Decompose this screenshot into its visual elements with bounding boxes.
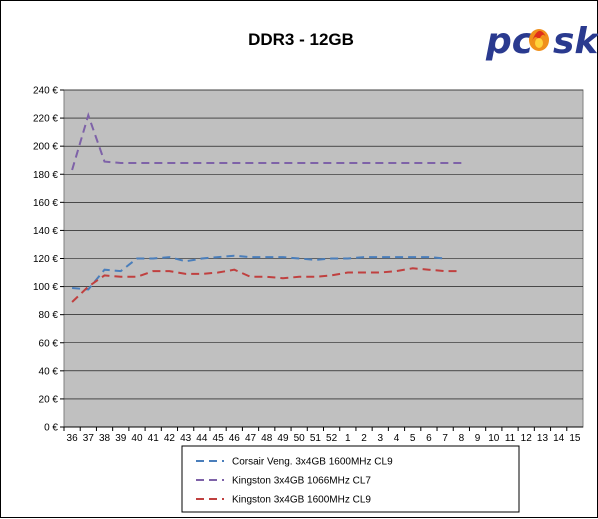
x-tick-label: 3 xyxy=(377,433,383,444)
y-tick-label: 120 € xyxy=(33,254,58,265)
y-tick-label: 80 € xyxy=(39,310,59,321)
x-tick-label: 37 xyxy=(83,433,95,444)
y-tick-label: 40 € xyxy=(39,366,59,377)
x-tick-label: 45 xyxy=(213,433,225,444)
x-tick-label: 40 xyxy=(131,433,143,444)
y-tick-label: 0 € xyxy=(44,423,58,434)
x-tick-label: 1 xyxy=(345,433,351,444)
x-tick-label: 13 xyxy=(537,433,549,444)
x-tick-label: 15 xyxy=(569,433,581,444)
y-tick-label: 140 € xyxy=(33,226,58,237)
x-tick-label: 11 xyxy=(505,433,516,444)
x-tick-label: 7 xyxy=(442,433,448,444)
x-tick-label: 52 xyxy=(326,433,338,444)
x-tick-label: 50 xyxy=(294,433,306,444)
y-tick-label: 180 € xyxy=(33,170,58,181)
x-tick-label: 12 xyxy=(521,433,533,444)
x-tick-label: 14 xyxy=(553,433,565,444)
x-tick-label: 9 xyxy=(475,433,481,444)
series-line-1 xyxy=(72,254,446,291)
x-tick-label: 41 xyxy=(148,433,160,444)
logo-text-pc: pc xyxy=(485,21,533,62)
y-tick-label: 220 € xyxy=(33,114,58,125)
x-tick-label: 44 xyxy=(196,433,208,444)
x-tick-label: 4 xyxy=(394,433,400,444)
y-tick-label: 20 € xyxy=(39,394,59,405)
x-tick-label: 43 xyxy=(180,433,192,444)
x-tick-label: 51 xyxy=(310,433,322,444)
y-tick-label: 100 € xyxy=(33,282,58,293)
x-tick-label: 6 xyxy=(426,433,432,444)
legend-label: Kingston 3x4GB 1600MHz CL9 xyxy=(232,495,371,506)
logo-text-sk: sk xyxy=(553,21,598,62)
series-lines xyxy=(71,112,462,303)
y-tick-label: 200 € xyxy=(33,142,58,153)
x-tick-label: 42 xyxy=(164,433,176,444)
x-axis: 36 37 38 39 40 41 42 43 44 45 46 47 48 49 50 51 52 1 2 3 4 5 6… xyxy=(63,426,583,444)
x-tick-label: 36 xyxy=(67,433,79,444)
x-tick-label: 39 xyxy=(115,433,127,444)
x-tick-label: 10 xyxy=(488,433,500,444)
x-tick-label: 5 xyxy=(410,433,416,444)
x-tick-label: 46 xyxy=(229,433,241,444)
legend-label: Corsair Veng. 3x4GB 1600MHz CL9 xyxy=(232,457,393,468)
chart-title: DDR3 - 12GB xyxy=(248,30,354,49)
y-tick-label: 60 € xyxy=(39,338,59,349)
legend-label: Kingston 3x4GB 1066MHz CL7 xyxy=(232,476,371,487)
y-tick-label: 160 € xyxy=(33,198,58,209)
x-tick-label: 49 xyxy=(277,433,289,444)
legend-items: Corsair Veng. 3x4GB 1600MHz CL9 Kingston … xyxy=(196,457,393,506)
x-tick-label: 2 xyxy=(361,433,367,444)
legend xyxy=(181,445,520,513)
x-tick-label: 38 xyxy=(99,433,111,444)
y-tick-label: 240 € xyxy=(33,86,58,97)
logo: pc sk xyxy=(485,21,598,62)
x-tick-label: 48 xyxy=(261,433,273,444)
x-tick-label: 47 xyxy=(245,433,257,444)
flame-icon xyxy=(529,29,549,51)
y-axis: 0 € 20 € 40 € 60 € 80 € 100 € 120 € 140 € 160 € 1… xyxy=(33,86,64,434)
x-tick-label: 8 xyxy=(459,433,465,444)
